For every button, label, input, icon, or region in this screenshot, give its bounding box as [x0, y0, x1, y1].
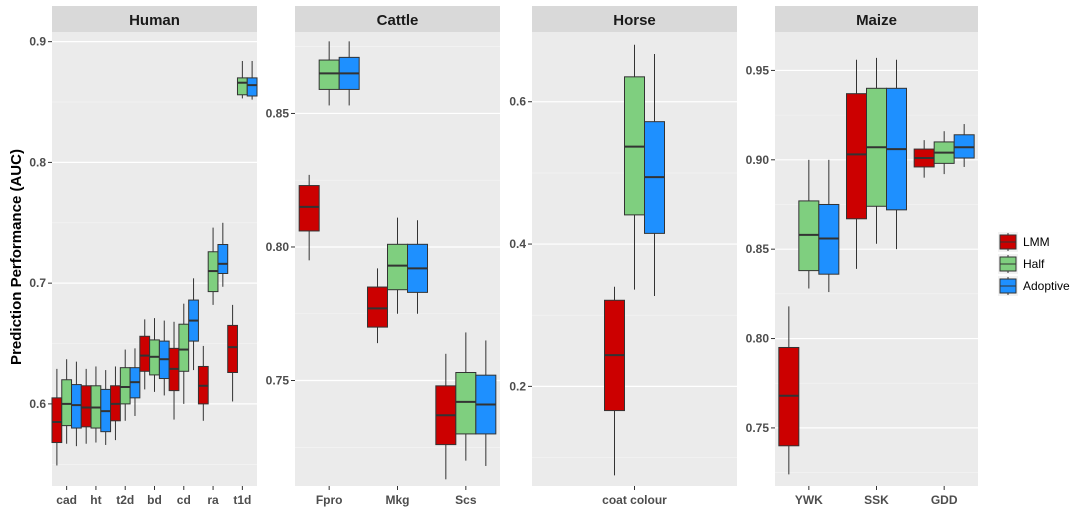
- box-t1d-adoptive: [246, 60, 258, 100]
- x-tick-label: cd: [177, 493, 191, 507]
- panel-cattle: Cattle 0.75 0.80 0.85 Fpro Mkg Scs: [266, 6, 500, 507]
- y-tick-label: 0.85: [266, 106, 290, 120]
- box-body: [455, 372, 477, 435]
- box-bd-half: [149, 318, 160, 392]
- box-body: [367, 286, 388, 328]
- y-tick-label: 0.4: [509, 237, 526, 251]
- x-tick-label: GDD: [931, 493, 958, 507]
- panel-title: Cattle: [377, 12, 419, 29]
- box-t2d-adoptive: [129, 348, 141, 416]
- y-tick-label: 0.8: [29, 155, 46, 169]
- y-tick-label: 0.6: [509, 95, 526, 109]
- y-tick-label: 0.90: [746, 153, 770, 167]
- x-tick-label: YWK: [795, 493, 823, 507]
- box-ssk-lmm: [846, 59, 867, 269]
- x-tick-label: coat colour: [602, 493, 667, 507]
- y-axis-label: Prediction Performance (AUC): [8, 149, 25, 365]
- box-fpro-adoptive: [338, 41, 360, 106]
- x-tick-label: cad: [56, 493, 77, 507]
- legend-label: LMM: [1023, 235, 1050, 249]
- box-body: [298, 185, 320, 232]
- y-tick-label: 0.6: [29, 397, 46, 411]
- y-tick-label: 0.7: [29, 276, 46, 290]
- x-tick-label: t1d: [233, 493, 251, 507]
- box-ra-lmm: [197, 345, 209, 421]
- x-tick-label: SSK: [864, 493, 889, 507]
- y-tick-label: 0.9: [29, 35, 46, 49]
- box-fpro-lmm: [298, 174, 320, 261]
- panel-horse: Horse 0.2 0.4 0.6 coat colour: [509, 6, 737, 507]
- x-tick-label: Fpro: [316, 493, 343, 507]
- y-tick-label: 0.2: [509, 379, 526, 393]
- box-gdd-lmm: [913, 140, 935, 178]
- panel-title: Human: [129, 12, 180, 29]
- box-body: [119, 367, 131, 405]
- box-body: [51, 397, 63, 444]
- x-tick-label: ra: [207, 493, 219, 507]
- box-ssk-adoptive: [886, 59, 907, 250]
- x-tick-label: t2d: [116, 493, 134, 507]
- legend-item-lmm: LMM: [998, 232, 1050, 252]
- y-tick-label: 0.80: [266, 240, 290, 254]
- box-cd-half: [178, 303, 190, 404]
- panel-title: Maize: [856, 12, 897, 29]
- box-t2d-lmm: [110, 366, 121, 441]
- box-scs-lmm: [435, 353, 457, 480]
- box-body: [227, 324, 238, 374]
- box-cd-adoptive: [188, 278, 199, 371]
- panel-title: Horse: [613, 12, 656, 29]
- x-tick-label: Scs: [455, 493, 477, 507]
- box-mkg-adoptive: [407, 220, 428, 314]
- panel-strip: [775, 6, 978, 32]
- box-fpro-half: [318, 41, 340, 106]
- box-ywk-lmm: [778, 306, 800, 475]
- box-gdd-half: [933, 131, 955, 175]
- legend-label: Adoptive: [1023, 279, 1070, 293]
- box-body: [387, 243, 408, 291]
- box-body: [318, 59, 340, 90]
- box-body: [217, 244, 229, 274]
- box-body: [71, 384, 82, 429]
- legend: LMM Half Adoptive: [998, 232, 1070, 296]
- box-body: [246, 77, 258, 97]
- box-ywk-adoptive: [818, 159, 840, 293]
- panel-human: Human 0.6 0.7 0.8 0.9 cad ht t2d bd cd ra t1d: [29, 6, 258, 507]
- panel-strip: [52, 6, 257, 32]
- panel-strip: [532, 6, 737, 32]
- x-tick-label: bd: [147, 493, 162, 507]
- box-body: [80, 385, 92, 428]
- box-t1d-lmm: [227, 304, 238, 402]
- y-tick-label: 0.95: [746, 63, 770, 77]
- box-mkg-lmm: [367, 268, 388, 344]
- y-tick-label: 0.80: [746, 332, 770, 346]
- box-body: [846, 93, 867, 220]
- box-coat-colour-adoptive: [644, 54, 665, 297]
- x-tick-label: ht: [90, 493, 101, 507]
- box-gdd-adoptive: [953, 124, 975, 167]
- legend-label: Half: [1023, 257, 1045, 271]
- box-body: [139, 335, 151, 372]
- box-coat-colour-lmm: [604, 286, 625, 476]
- panel-maize: Maize 0.75 0.80 0.85 0.90 0.95 YWK SSK GDD: [746, 6, 978, 507]
- box-scs-half: [455, 332, 477, 461]
- legend-item-adoptive: Adoptive: [998, 276, 1070, 296]
- box-body: [236, 77, 248, 96]
- box-ra-half: [207, 227, 219, 305]
- panel-strip: [295, 6, 500, 32]
- y-tick-label: 0.85: [746, 242, 770, 256]
- box-mkg-half: [387, 217, 408, 314]
- x-tick-label: Mkg: [386, 493, 410, 507]
- y-tick-label: 0.75: [746, 421, 770, 435]
- legend-item-half: Half: [998, 254, 1045, 274]
- box-body: [178, 323, 190, 372]
- box-body: [61, 379, 73, 427]
- box-scs-adoptive: [475, 340, 497, 466]
- box-ra-adoptive: [217, 222, 229, 287]
- y-tick-label: 0.75: [266, 374, 290, 388]
